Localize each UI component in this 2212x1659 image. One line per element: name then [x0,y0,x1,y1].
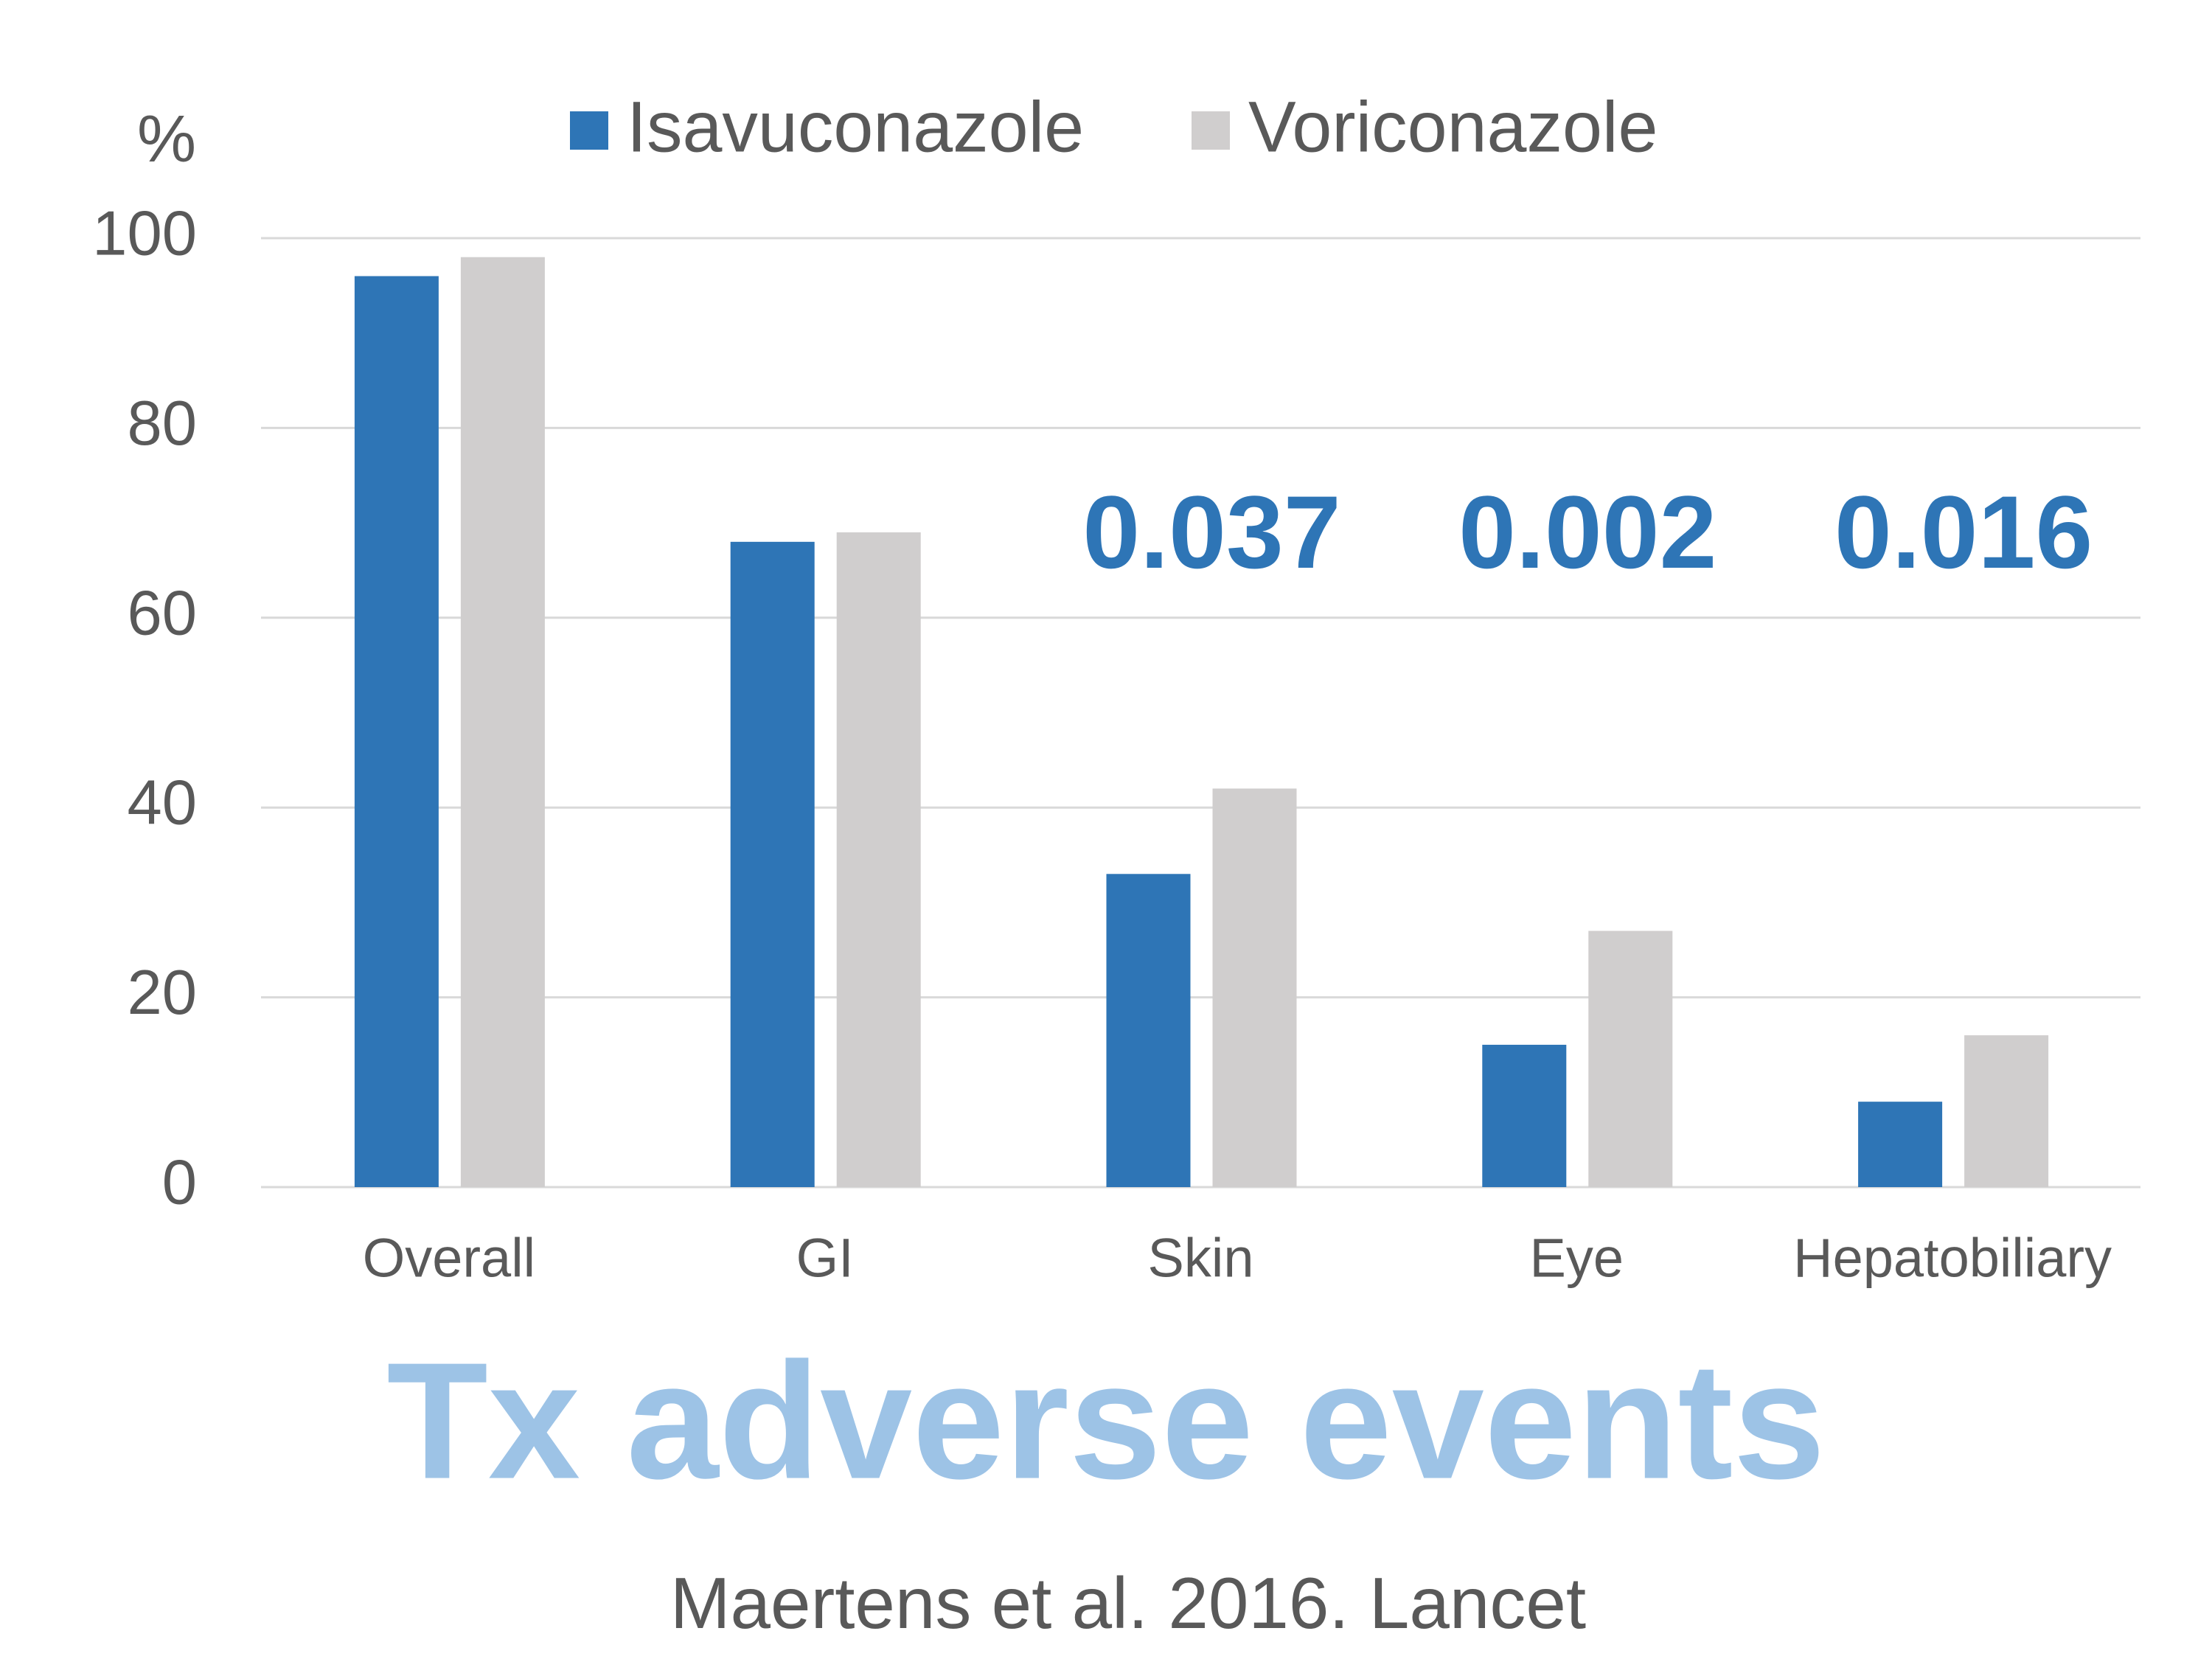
bar [354,276,439,1188]
bar [1212,788,1297,1187]
y-tick-label: 20 [127,958,197,1028]
x-tick-label: Skin [1148,1228,1254,1289]
bar [1588,931,1673,1187]
y-tick-label: 80 [127,389,197,459]
y-tick-label: 60 [127,578,197,648]
legend-label: Voriconazole [1248,87,1658,167]
bar [1964,1035,2049,1187]
bar [836,532,921,1187]
y-tick-label: 100 [92,198,197,268]
x-tick-label: Hepatobiliary [1793,1228,2112,1289]
bar [1482,1044,1567,1187]
legend-swatch [570,111,608,150]
y-tick-label: 40 [127,768,197,838]
y-axis-label: % [137,102,196,176]
bar [1106,874,1191,1187]
chart-title: Tx adverse events [386,1327,1825,1513]
x-tick-label: Eye [1530,1228,1624,1289]
p-value: 0.037 [1082,474,1340,590]
p-value: 0.002 [1458,474,1717,590]
y-tick-label: 0 [162,1147,197,1217]
x-tick-label: GI [796,1228,854,1289]
bar [730,541,815,1187]
bar [1858,1102,1943,1187]
legend-label: Isavuconazole [627,87,1084,167]
legend-swatch [1192,111,1230,150]
p-value: 0.016 [1834,474,2093,590]
source: Maertens et al. 2016. Lancet [670,1562,1586,1644]
x-tick-label: Overall [363,1228,535,1289]
bar [460,257,545,1187]
